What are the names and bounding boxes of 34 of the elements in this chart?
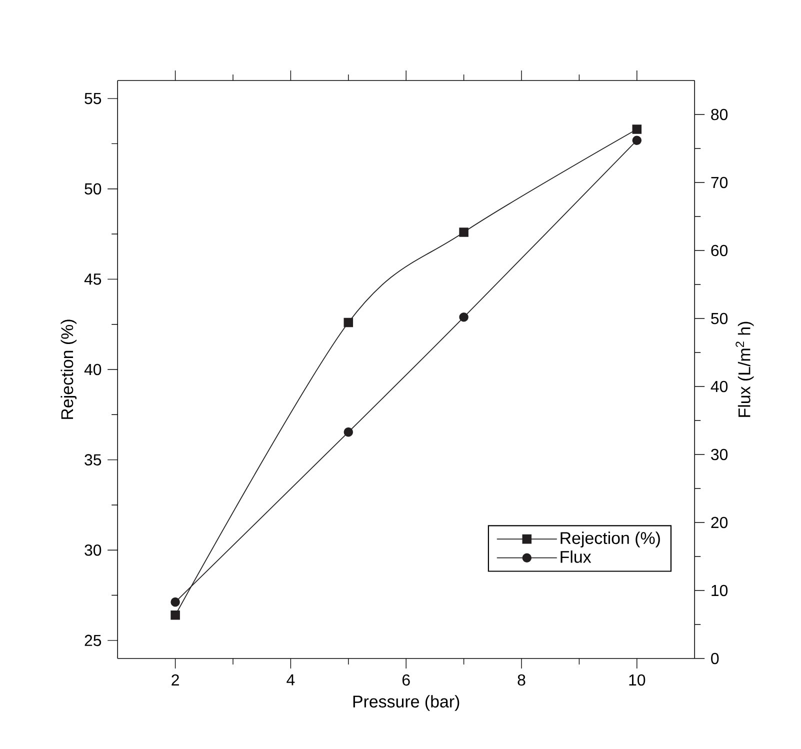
y-tick-label: 25 [84,634,102,646]
y2-tick-label: 60 [711,244,728,256]
point [344,318,354,328]
y2-tick-label: 10 [712,584,728,596]
point [170,597,180,607]
x-tick-label: 8 [518,674,526,686]
point [170,610,180,620]
point [459,312,468,322]
y2-tick-label: 0 [711,652,719,664]
y-axis-title: Rejection (%) [60,320,77,419]
y2-tick-label: 20 [711,516,728,528]
y2-tick-label: 70 [711,176,728,188]
point [459,228,468,237]
y-tick-label: 35 [84,454,102,466]
x-tick-label: 6 [402,674,410,686]
y-tick-label: 55 [84,92,102,104]
y-tick-label: 40 [84,364,102,376]
x-tick-label: 10 [629,674,646,686]
y2-tick-label: 80 [711,108,728,120]
x-axis-title: Pressure (bar) [353,695,460,711]
legend-label: Flux [560,550,592,563]
legend-label: Rejection (%) [560,532,660,548]
y2-tick-label: 40 [710,380,728,392]
x-tick-label: 4 [286,674,295,686]
point [344,427,354,437]
y-tick-label: 50 [84,183,102,195]
y2-tick-label: 30 [711,448,728,460]
y2-axis-title: Flux (L/m$^{2}$ h) [736,322,754,417]
point [632,124,642,134]
y-tick-label: 45 [84,274,102,285]
point [632,136,642,145]
y-tick-label: 30 [84,544,102,556]
y2-tick-label: 50 [711,312,728,324]
x-tick-label: 2 [172,674,179,686]
